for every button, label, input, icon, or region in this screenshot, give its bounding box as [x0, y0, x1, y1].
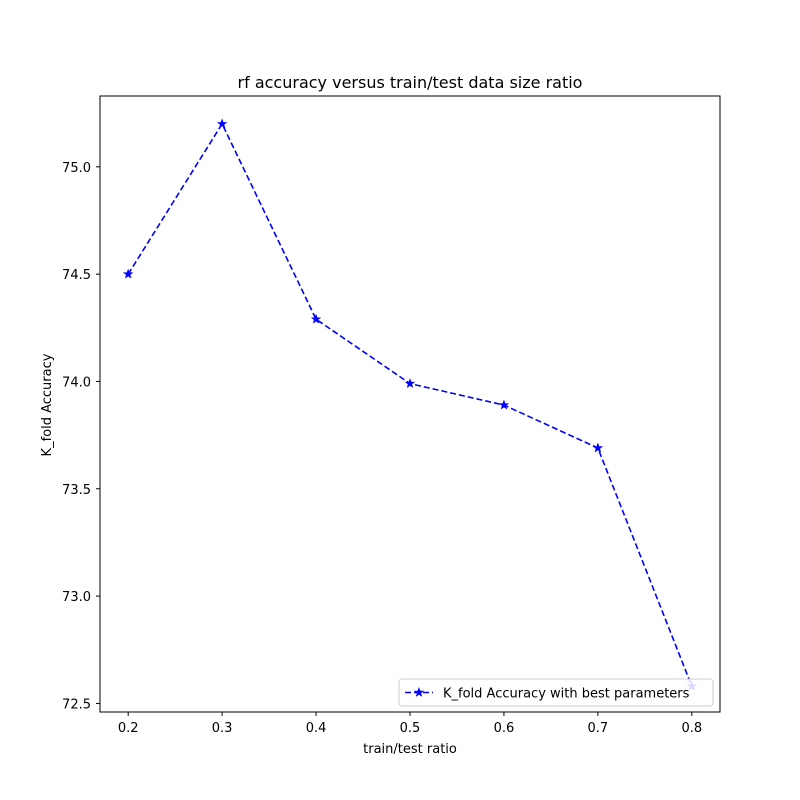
- data-point-star: [122, 268, 134, 279]
- data-point-star: [310, 313, 322, 324]
- legend-box: [398, 678, 714, 707]
- series-line: [127, 122, 693, 687]
- data-point-star: [404, 378, 416, 389]
- x-tick-label: 0.5: [400, 721, 421, 736]
- x-tick-label: 0.6: [494, 721, 515, 736]
- y-tick-label: 73.5: [62, 483, 91, 498]
- legend-star-icon: [413, 687, 425, 697]
- y-axis: 72.5 73.0 73.5 74.0 74.5 75.0: [62, 161, 100, 712]
- y-tick-label: 75.0: [62, 161, 91, 176]
- chart-title: rf accuracy versus train/test data size …: [238, 73, 583, 92]
- y-tick-label: 74.5: [62, 268, 91, 283]
- x-tick-label: 0.3: [212, 721, 233, 736]
- x-tick-label: 0.2: [118, 721, 139, 736]
- data-point-star: [216, 118, 228, 129]
- legend-label: K_fold Accuracy with best parameters: [443, 687, 690, 702]
- x-tick-label: 0.7: [588, 721, 609, 736]
- data-point-star: [498, 399, 510, 410]
- y-axis-label: K_fold Accuracy: [40, 353, 55, 456]
- series-line-group: [122, 118, 698, 691]
- y-tick-label: 74.0: [62, 375, 91, 390]
- plot-frame: [99, 95, 721, 713]
- y-tick-label: 72.5: [62, 697, 91, 712]
- legend: K_fold Accuracy with best parameters: [398, 678, 714, 707]
- data-point-star: [592, 442, 604, 453]
- x-tick-label: 0.4: [306, 721, 327, 736]
- y-tick-label: 73.0: [62, 590, 91, 605]
- x-axis-label: train/test ratio: [363, 742, 457, 757]
- x-axis: 0.2 0.3 0.4 0.5 0.6 0.7 0.8: [118, 712, 702, 736]
- x-tick-label: 0.8: [681, 721, 702, 736]
- plot-area: [99, 95, 721, 713]
